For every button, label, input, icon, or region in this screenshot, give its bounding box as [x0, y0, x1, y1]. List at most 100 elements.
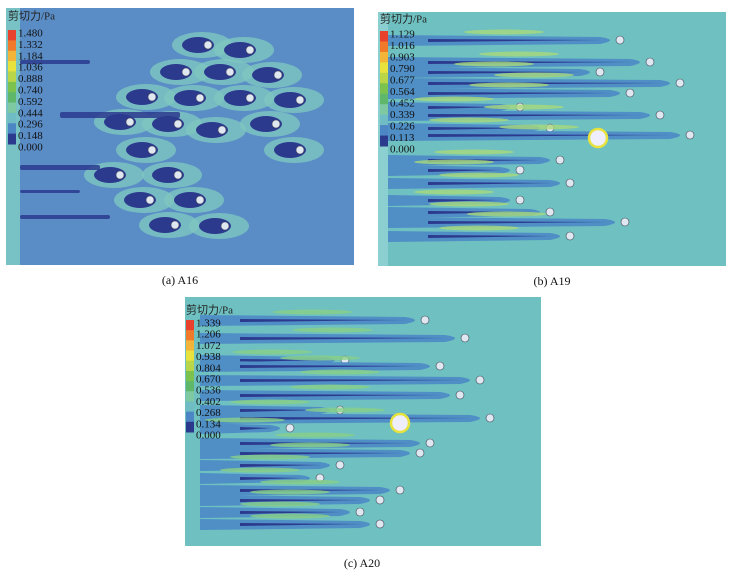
legend-swatch — [8, 30, 16, 41]
low-shear — [274, 142, 306, 158]
legend-swatch — [380, 93, 388, 105]
wake-core — [240, 499, 362, 502]
legend-label: 0.452 — [390, 98, 415, 110]
legend-label: 0.296 — [18, 119, 43, 131]
wake-core — [240, 523, 362, 526]
wake-green — [220, 467, 300, 473]
legend-swatch — [186, 421, 194, 433]
wake-core — [428, 92, 612, 95]
wake-green — [270, 442, 350, 448]
wake-core — [428, 182, 552, 185]
low-shear — [126, 89, 158, 105]
fan — [273, 70, 283, 80]
legend-swatch — [380, 125, 388, 137]
wake-core — [240, 452, 402, 455]
fan — [485, 413, 495, 423]
legend-swatch — [8, 92, 16, 104]
wake-green — [260, 479, 340, 485]
low-shear — [224, 42, 256, 58]
fan — [460, 333, 470, 343]
caption: (b) A19 — [534, 274, 571, 288]
fan — [655, 110, 665, 120]
wake-core — [240, 379, 462, 382]
wake-green — [484, 104, 564, 110]
low-shear — [182, 37, 214, 53]
fan — [225, 67, 235, 77]
wake-green — [469, 82, 549, 88]
wake-core — [428, 199, 502, 202]
legend-label: 1.184 — [18, 50, 43, 62]
fan — [217, 125, 227, 135]
legend-swatch — [186, 381, 194, 392]
fan — [335, 460, 345, 470]
low-shear — [149, 217, 181, 233]
legend-swatch — [186, 391, 194, 402]
legend-swatch — [380, 62, 388, 74]
fan — [595, 67, 605, 77]
wake-core — [240, 477, 302, 480]
wake-green — [272, 309, 353, 315]
low-shear — [252, 67, 284, 83]
wake-green — [275, 432, 355, 438]
wake-green — [230, 399, 310, 405]
low-shear — [250, 116, 282, 132]
wake-green — [232, 349, 313, 355]
wake-green — [434, 149, 514, 155]
wake-green — [280, 355, 360, 361]
sphere — [389, 412, 411, 434]
wake-green — [414, 159, 494, 165]
fan — [375, 495, 385, 505]
legend-title: 剪切力/Pa — [186, 303, 233, 317]
legend-label: 0.402 — [196, 396, 221, 408]
fan — [147, 145, 157, 155]
legend-swatch — [8, 81, 16, 93]
wake-core — [240, 417, 472, 420]
fan — [565, 178, 575, 188]
legend-label: 0.670 — [196, 374, 221, 386]
legend-label: 0.790 — [390, 63, 415, 75]
wake-core — [428, 169, 502, 172]
legend-swatch — [8, 40, 16, 52]
wake — [20, 190, 80, 193]
fan — [515, 195, 525, 205]
fan — [147, 92, 157, 102]
fan — [475, 375, 485, 385]
wake-green — [466, 211, 547, 217]
legend-swatch — [8, 112, 16, 124]
fan — [115, 170, 125, 180]
wake — [20, 60, 90, 64]
legend-label: 1.036 — [18, 62, 43, 74]
wake-green — [494, 72, 574, 78]
wake-green — [454, 61, 534, 67]
legend-label: 1.332 — [18, 39, 43, 51]
legend-label: 0.804 — [196, 362, 221, 374]
wake-core — [240, 464, 322, 467]
fan — [271, 119, 281, 129]
wake-green — [429, 201, 509, 207]
caption: (c) A20 — [344, 556, 380, 570]
legend-label: 1.339 — [196, 318, 221, 330]
legend-title: 剪切力/Pa — [8, 9, 55, 23]
wake-green — [305, 407, 385, 413]
legend-label: 0.134 — [196, 418, 221, 430]
legend-label: 1.016 — [390, 40, 415, 52]
legend-label: 0.938 — [196, 351, 221, 363]
fan — [125, 117, 135, 127]
legend-label: 0.226 — [390, 121, 415, 133]
low-shear — [124, 192, 156, 208]
fan — [355, 507, 365, 517]
fan — [203, 40, 213, 50]
fan — [375, 519, 385, 529]
legend-swatch — [8, 123, 16, 135]
wake-green — [300, 369, 380, 375]
legend-label: 1.480 — [18, 28, 43, 40]
fan — [245, 93, 255, 103]
low-shear — [204, 64, 236, 80]
fan — [545, 207, 555, 217]
low-shear — [126, 142, 158, 158]
legend-swatch — [380, 83, 388, 95]
wake-green — [290, 384, 370, 390]
wake-green — [292, 327, 373, 333]
